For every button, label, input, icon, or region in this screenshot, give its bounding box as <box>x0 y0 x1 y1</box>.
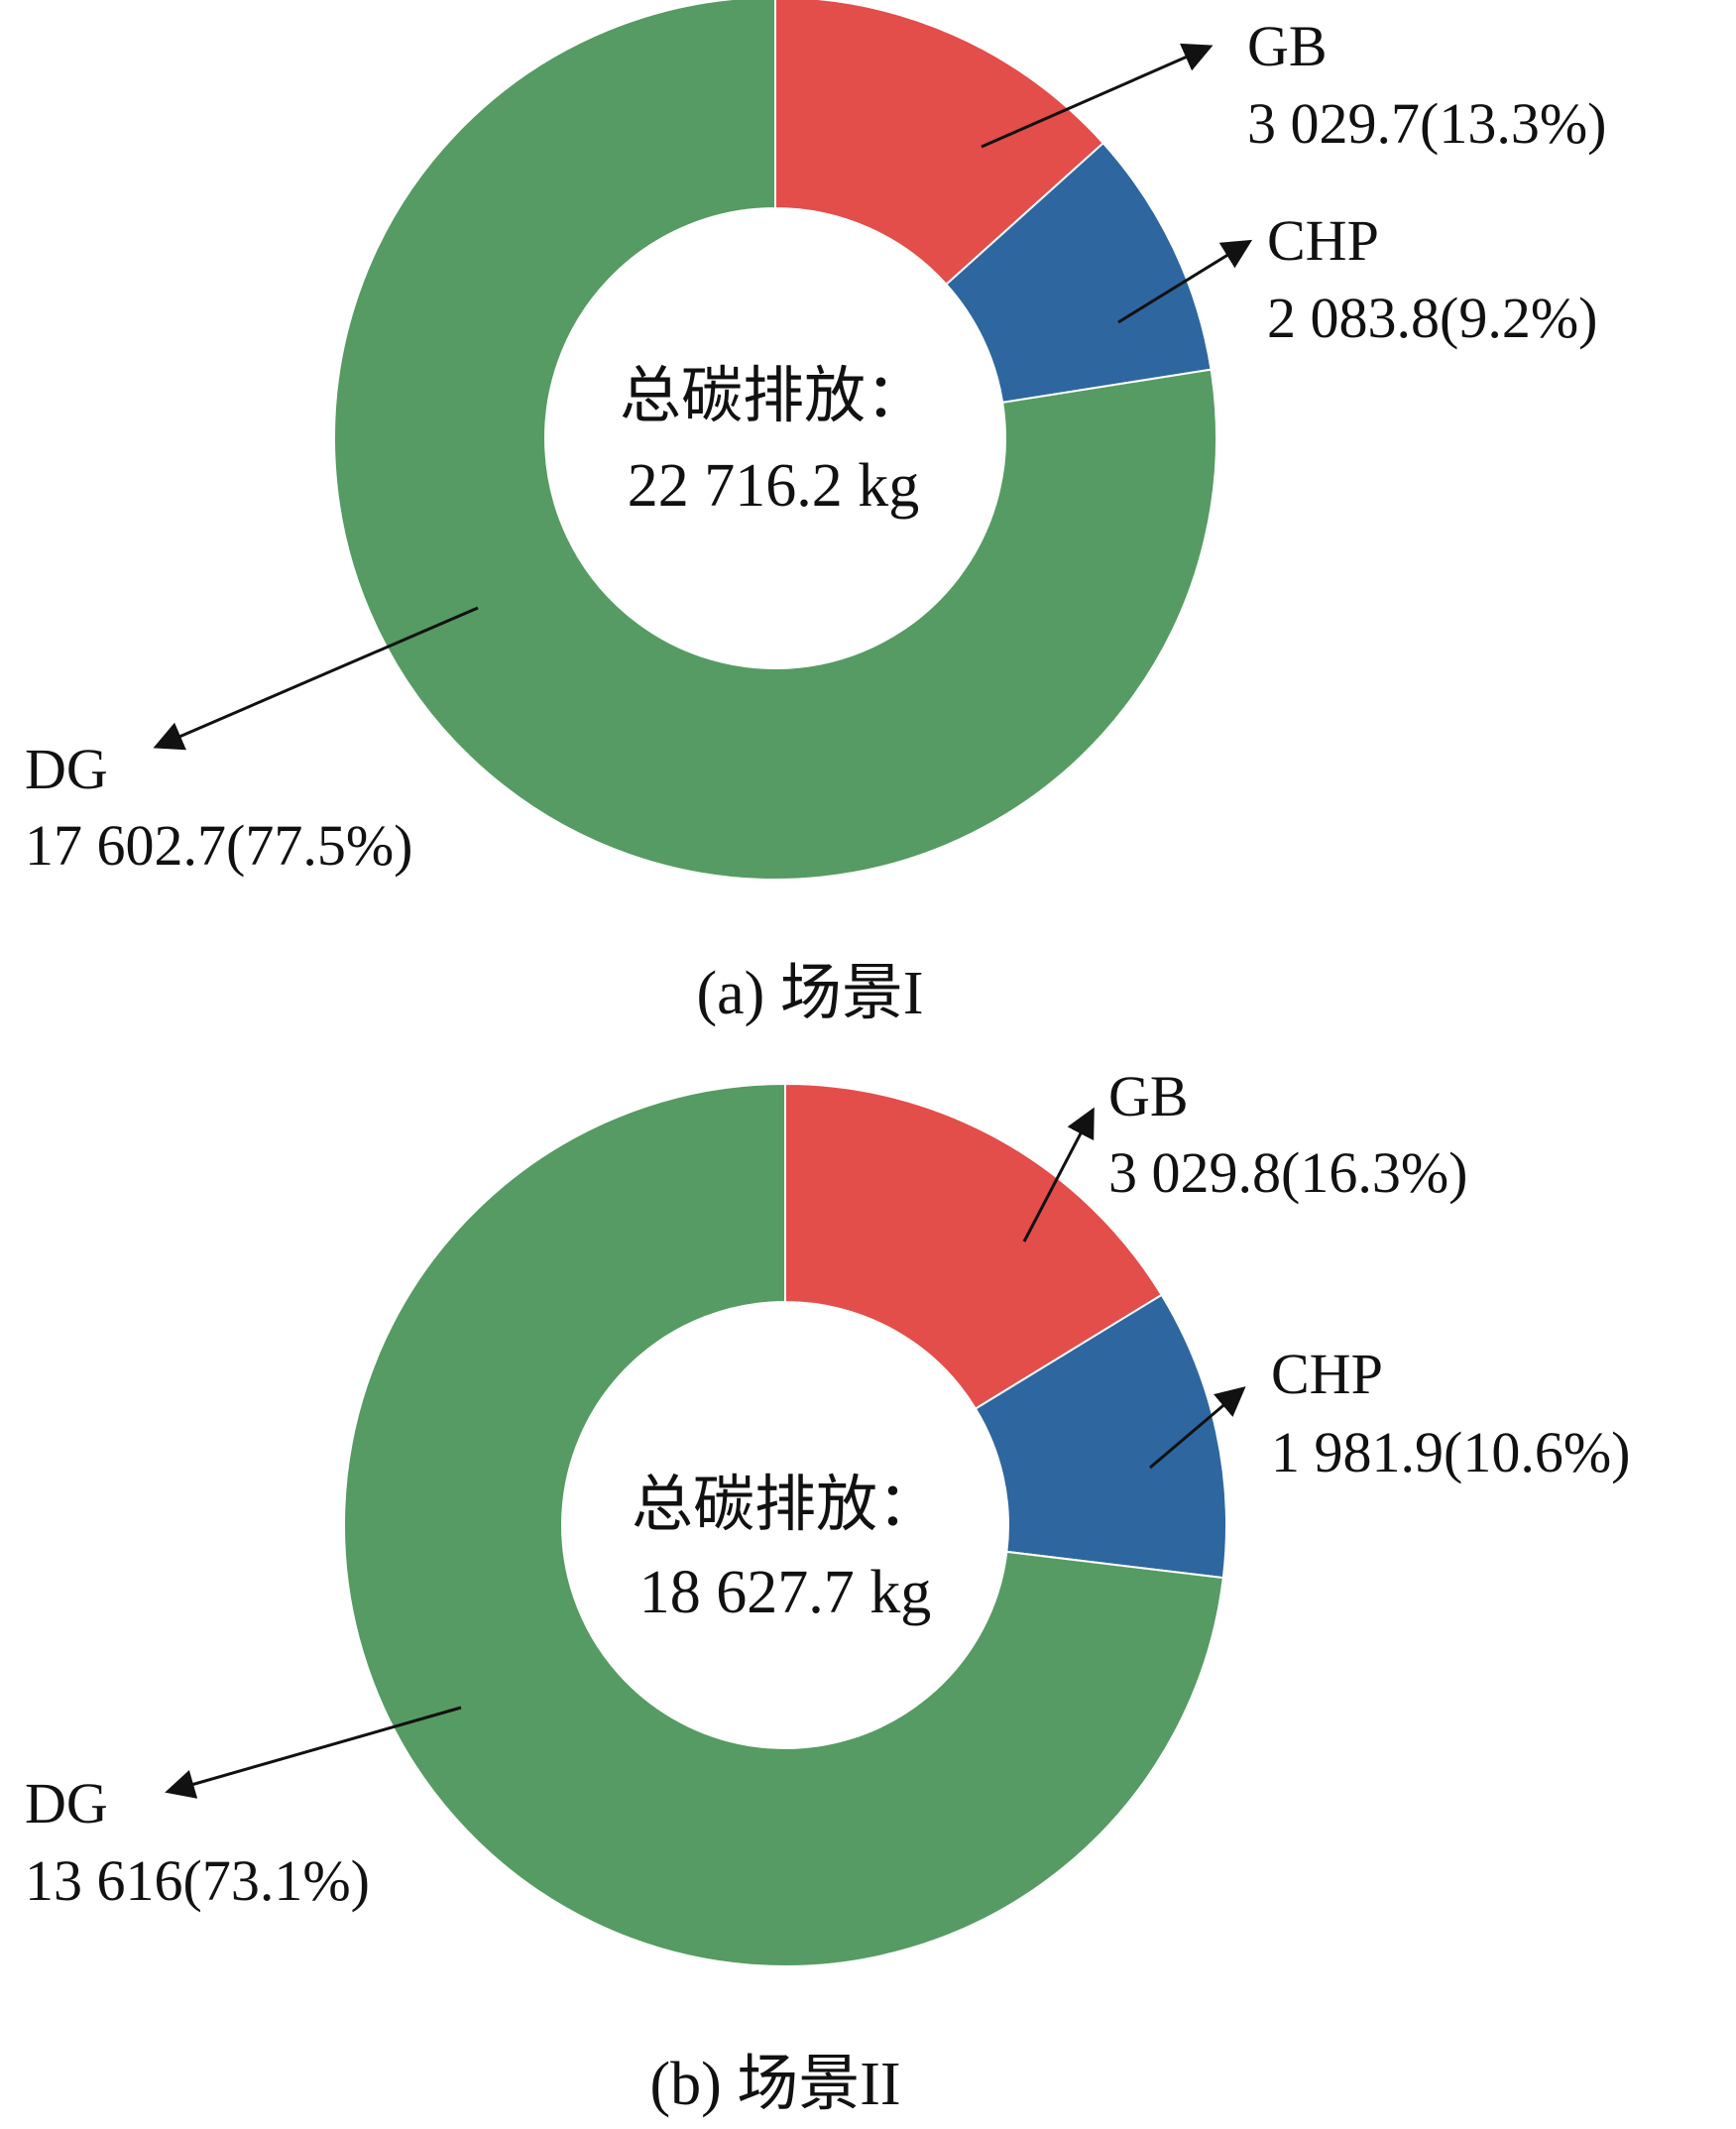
slice-name-gb-a: GB <box>1247 14 1328 78</box>
center-value-b: 18 627.7 kg <box>639 1559 932 1626</box>
slice-label-chp-b: 1 981.9(10.6%) <box>1271 1420 1630 1484</box>
slice-label-chp-a: 2 083.8(9.2%) <box>1267 286 1597 350</box>
slice-gb-a <box>774 0 1105 287</box>
slices-a <box>333 0 1218 881</box>
slice-name-chp-b: CHP <box>1271 1342 1383 1406</box>
slice-name-dg-b: DG <box>25 1771 108 1835</box>
slice-dg-b <box>343 1082 1224 1967</box>
slice-label-gb-a: 3 029.7(13.3%) <box>1247 91 1606 156</box>
center-label-a: 总碳排放： <box>620 363 927 430</box>
slice-name-gb-b: GB <box>1108 1064 1189 1128</box>
center-label-b: 总碳排放： <box>632 1472 939 1539</box>
leader-arrow-dg-a <box>153 606 479 751</box>
leader-arrow-dg-b <box>165 1706 462 1799</box>
slice-name-dg-a: DG <box>25 737 108 801</box>
leader-arrow-gb-b <box>1022 1107 1095 1242</box>
slice-label-dg-b: 13 616(73.1%) <box>25 1848 370 1913</box>
slice-name-chp-a: CHP <box>1267 208 1379 273</box>
slice-dg-a <box>333 0 1218 881</box>
slice-label-dg-a: 17 602.7(77.5%) <box>25 813 412 878</box>
leader-arrow-gb-a <box>981 43 1214 149</box>
donut-chart-a: 总碳排放： 22 716.2 kg GB 3 029.7(13.3%) CHP … <box>25 0 1606 1027</box>
caption-b: (b) 场景II <box>649 2051 900 2118</box>
donut-chart-b: 总碳排放： 18 627.7 kg GB 3 029.8(16.3%) CHP … <box>25 1064 1630 2118</box>
slices-b <box>343 1082 1227 1967</box>
slice-gb-b <box>784 1082 1164 1410</box>
center-value-a: 22 716.2 kg <box>628 452 920 520</box>
leader-arrow-chp-a <box>1117 239 1253 324</box>
leader-arrow-chp-b <box>1149 1386 1246 1470</box>
slice-label-gb-b: 3 029.8(16.3%) <box>1108 1140 1467 1205</box>
caption-a: (a) 场景I <box>697 960 924 1027</box>
